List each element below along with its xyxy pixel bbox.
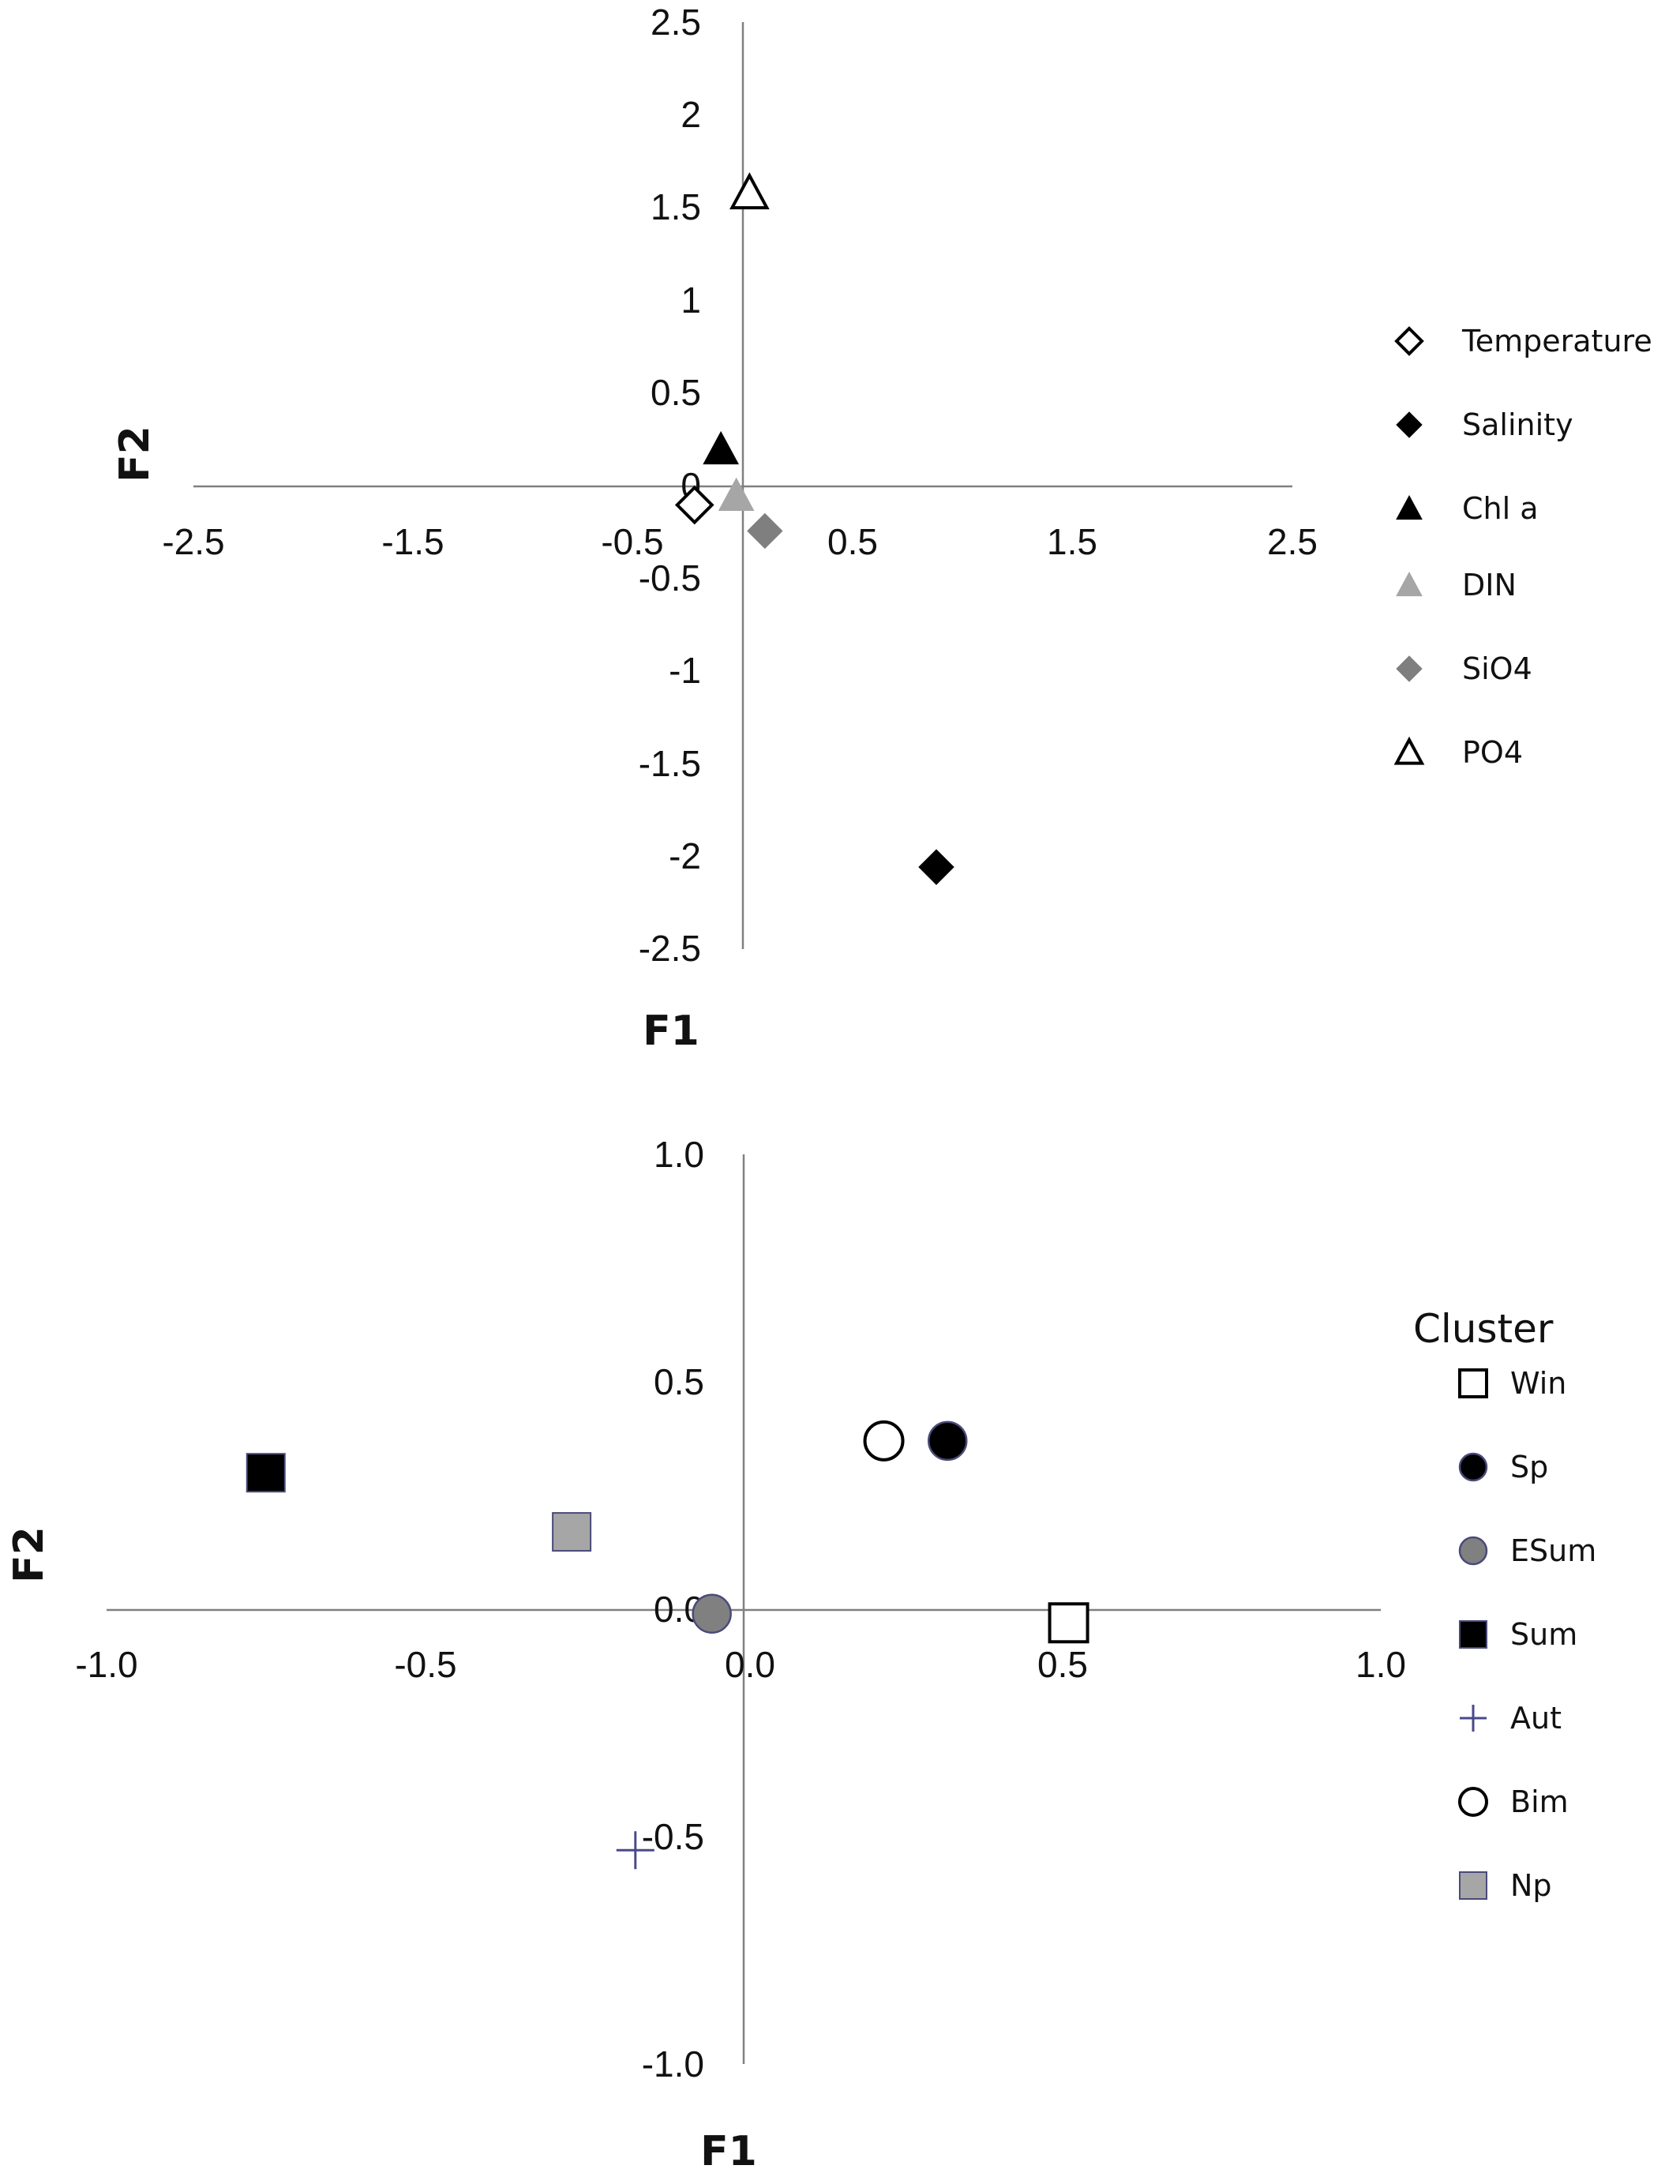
chart-1-y-tick: 2.5 [651,2,701,43]
legend-item: PO4 [1393,735,1523,770]
data-point [918,849,954,885]
legend-item: Aut [1460,1701,1562,1736]
legend-item: DIN [1396,568,1517,602]
legend-marker [1458,1787,1488,1817]
legend-item: Sum [1459,1617,1577,1652]
chart-1-x-tick: 2.5 [1267,521,1318,562]
chart-1-y-tick: 1 [681,280,701,321]
legend-label: Aut [1510,1701,1562,1736]
chart-2-x-ticks: -1.0 -0.5 0.0 0.5 1.0 [75,1644,1406,1685]
chart-1-points [674,172,954,885]
legend-marker [1459,1620,1487,1649]
legend-label: Np [1510,1868,1552,1903]
chart-2: -1.0 -0.5 0.0 0.5 1.0 1.0 0.5 0.0 -0.5 -… [6,1134,1596,2175]
legend-marker [1394,326,1424,356]
chart-1-y-axis-title: F2 [111,426,159,482]
chart-1-x-axis-title: F1 [643,1008,699,1055]
chart-2-y-axis-title: F2 [6,1526,53,1583]
legend-label: DIN [1462,568,1517,602]
chart-2-y-tick: 0.5 [654,1361,704,1402]
chart-1-y-tick: 0.5 [651,372,701,413]
chart-2-x-tick: 0.5 [1037,1644,1088,1685]
chart-1-legend: Temperature Salinity Chl a DIN SiO4 PO4 [1393,324,1652,770]
legend-label: Sp [1510,1450,1548,1484]
legend-label: PO4 [1462,735,1523,770]
chart-2-x-tick: -1.0 [75,1644,137,1685]
data-point [729,172,770,210]
legend-item: Win [1458,1366,1566,1401]
chart-2-y-ticks: 1.0 0.5 0.0 -0.5 -1.0 [642,1134,704,2085]
chart-1-x-tick: 0.5 [827,521,878,562]
data-point [927,1420,968,1462]
legend-label: ESum [1510,1533,1596,1568]
legend-item: ESum [1458,1533,1596,1568]
data-point [692,1593,732,1634]
chart-1-y-tick: -1 [669,650,701,691]
legend-item: Sp [1458,1450,1548,1484]
chart-1-x-tick: -1.5 [381,521,444,562]
legend-label: Temperature [1461,324,1652,358]
chart-1-y-tick: -2.5 [639,928,701,969]
legend-marker [1393,736,1425,765]
chart-1-x-ticks: -2.5 -1.5 -0.5 0.5 1.5 2.5 [162,521,1318,562]
data-point [246,1453,286,1493]
chart-2-x-tick: 1.0 [1356,1644,1406,1685]
legend-marker [1396,411,1423,438]
data-point [718,477,755,511]
legend-item: Salinity [1396,407,1573,442]
chart-2-y-tick: -1.0 [642,2043,704,2085]
legend-item: SiO4 [1396,651,1532,686]
chart-2-y-tick: 1.0 [654,1134,704,1175]
legend-label: Win [1510,1366,1566,1401]
data-point [616,1831,654,1870]
legend-marker [1396,655,1423,682]
chart-2-points [246,1420,1089,1870]
legend-label: Bim [1510,1784,1569,1819]
chart-2-x-axis-title: F1 [700,2128,757,2175]
data-point [703,430,739,465]
chart-2-x-tick: -0.5 [394,1644,456,1685]
chart-1-y-tick: 1.5 [651,186,701,227]
legend-marker [1460,1705,1487,1732]
legend-marker [1458,1368,1488,1398]
chart-1-y-tick: -1.5 [639,743,701,784]
legend-marker [1396,494,1423,520]
legend-item: Np [1459,1868,1552,1903]
legend-label: Sum [1510,1617,1577,1652]
data-point [1048,1602,1089,1644]
legend-marker [1459,1871,1487,1900]
legend-marker [1396,571,1423,597]
chart-1-x-tick: -2.5 [162,521,224,562]
chart-1: -2.5 -1.5 -0.5 0.5 1.5 2.5 2.5 2 1.5 1 0… [111,2,1652,1055]
legend-item: Bim [1458,1784,1569,1819]
legend-label: Chl a [1462,491,1539,526]
data-point [674,485,714,525]
legend-marker [1458,1536,1488,1566]
data-point [863,1420,905,1462]
legend-item: Temperature [1394,324,1652,358]
chart-2-x-tick: 0.0 [725,1644,775,1685]
data-point [552,1512,592,1552]
chart-2-legend-title: Cluster [1413,1306,1554,1352]
legend-label: SiO4 [1462,651,1532,686]
chart-1-y-ticks: 2.5 2 1.5 1 0.5 0 -0.5 -1 -1.5 -2 -2.5 [639,2,701,969]
chart-1-y-tick: 2 [681,94,701,135]
data-point [747,512,783,550]
chart-2-legend: Win Sp ESum Sum Aut Bim Np [1458,1366,1596,1903]
chart-1-x-tick: -0.5 [601,521,663,562]
legend-item: Chl a [1396,491,1539,526]
legend-label: Salinity [1462,407,1573,442]
chart-1-y-tick: -2 [669,835,701,876]
legend-marker [1458,1452,1488,1482]
chart-1-y-tick: -0.5 [639,557,701,599]
chart-1-x-tick: 1.5 [1047,521,1097,562]
